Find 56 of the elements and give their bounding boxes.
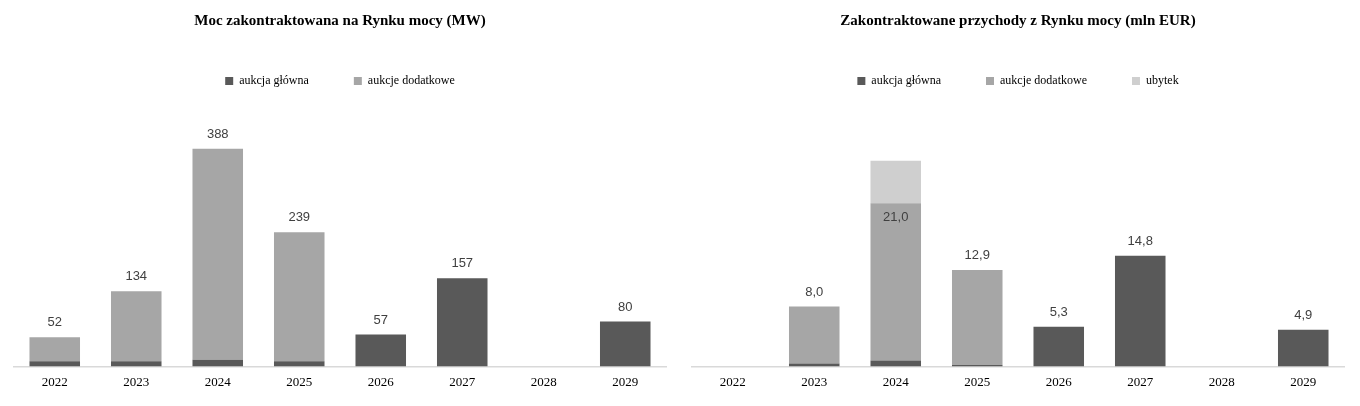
data-label: 57	[373, 311, 388, 327]
bar	[1033, 326, 1085, 367]
x-tick-label: 2028	[530, 373, 557, 389]
bar	[1277, 329, 1329, 367]
total-label: 134	[125, 268, 148, 284]
bar	[110, 361, 162, 367]
bar	[870, 160, 922, 204]
bar	[870, 203, 922, 361]
data-label: 157	[451, 255, 474, 271]
data-label: 21,0	[883, 209, 909, 225]
x-tick-label: 2027	[449, 373, 476, 389]
bar	[192, 359, 244, 367]
legend-label: ubytek	[1145, 73, 1179, 88]
bar	[599, 321, 651, 367]
bar	[192, 148, 244, 360]
legend-label: aukcja główna	[871, 73, 942, 88]
bar	[788, 363, 840, 367]
bar	[29, 337, 81, 362]
x-tick-label: 2026	[367, 373, 395, 389]
data-label: 14,8	[1127, 232, 1153, 248]
legend-label: aukcja główna	[239, 73, 310, 88]
data-label: 5,3	[1049, 303, 1068, 319]
bar	[1114, 255, 1166, 367]
x-tick-label: 2023	[123, 373, 150, 389]
bar	[951, 269, 1003, 365]
x-tick-label: 2029	[612, 373, 639, 389]
bar	[273, 232, 325, 362]
total-label: 388	[206, 125, 229, 141]
legend-label: aukcje dodatkowe	[367, 73, 455, 88]
x-tick-label: 2022	[719, 373, 746, 389]
bar	[788, 306, 840, 364]
data-label: 80	[618, 298, 633, 314]
total-label: 12,9	[964, 246, 990, 262]
bar	[436, 278, 488, 367]
bar	[273, 361, 325, 367]
chart-title: Moc zakontraktowana na Rynku mocy (MW)	[194, 11, 486, 29]
bar	[355, 334, 407, 367]
x-tick-label: 2028	[1208, 373, 1235, 389]
chart-title: Zakontraktowane przychody z Rynku mocy (mln EUR)	[840, 11, 1196, 29]
x-tick-label: 2023	[801, 373, 828, 389]
x-tick-label: 2029	[1290, 373, 1317, 389]
x-tick-label: 2024	[204, 373, 232, 389]
total-label: 8,0	[805, 283, 824, 299]
bar	[29, 361, 81, 367]
x-tick-label: 2025	[286, 373, 313, 389]
x-tick-label: 2024	[882, 373, 910, 389]
bar	[870, 360, 922, 367]
x-tick-label: 2026	[1045, 373, 1073, 389]
total-label: 52	[47, 314, 62, 330]
bar	[110, 291, 162, 362]
x-tick-label: 2025	[964, 373, 991, 389]
legend-label: aukcje dodatkowe	[1000, 73, 1087, 88]
x-tick-label: 2027	[1127, 373, 1154, 389]
total-label: 239	[288, 209, 311, 225]
x-tick-label: 2022	[41, 373, 68, 389]
data-label: 4,9	[1294, 306, 1313, 322]
